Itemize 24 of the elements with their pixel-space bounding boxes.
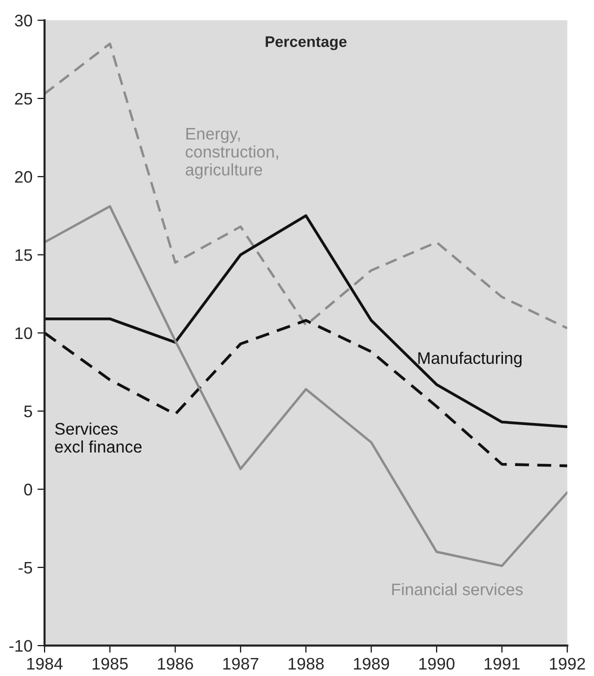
x-tick-label: 1989: [354, 658, 389, 670]
series-label: Financial services: [392, 583, 523, 596]
line-series: [44, 205, 568, 568]
x-tick-label: 1984: [27, 658, 63, 670]
series-label: Services excl finance: [55, 422, 142, 453]
x-tick-label: 1991: [484, 658, 520, 670]
y-tick-label: 20: [15, 171, 32, 183]
y-tick-label: -10: [9, 640, 32, 652]
x-tick-label: 1988: [288, 658, 324, 670]
y-tick-label: 25: [15, 92, 32, 105]
y-tick-label: 0: [24, 484, 32, 496]
y-tick-label: 10: [15, 327, 32, 340]
x-tick-label: 1992: [550, 658, 585, 670]
series-label: Manufacturing: [418, 352, 522, 368]
x-tick-label: 1986: [158, 658, 194, 670]
y-tick-label: 5: [24, 406, 32, 418]
y-tick-label: 30: [14, 14, 32, 26]
y-tick-label: -5: [18, 562, 32, 574]
y-tick-label: 15: [15, 249, 32, 261]
x-tick-label: 1985: [92, 658, 128, 670]
x-tick-label: 1990: [419, 658, 454, 670]
x-tick-label: 1987: [223, 658, 258, 670]
y-axis-title: Percentage: [266, 36, 347, 50]
text: Energy, construction, agriculture: [186, 128, 278, 179]
